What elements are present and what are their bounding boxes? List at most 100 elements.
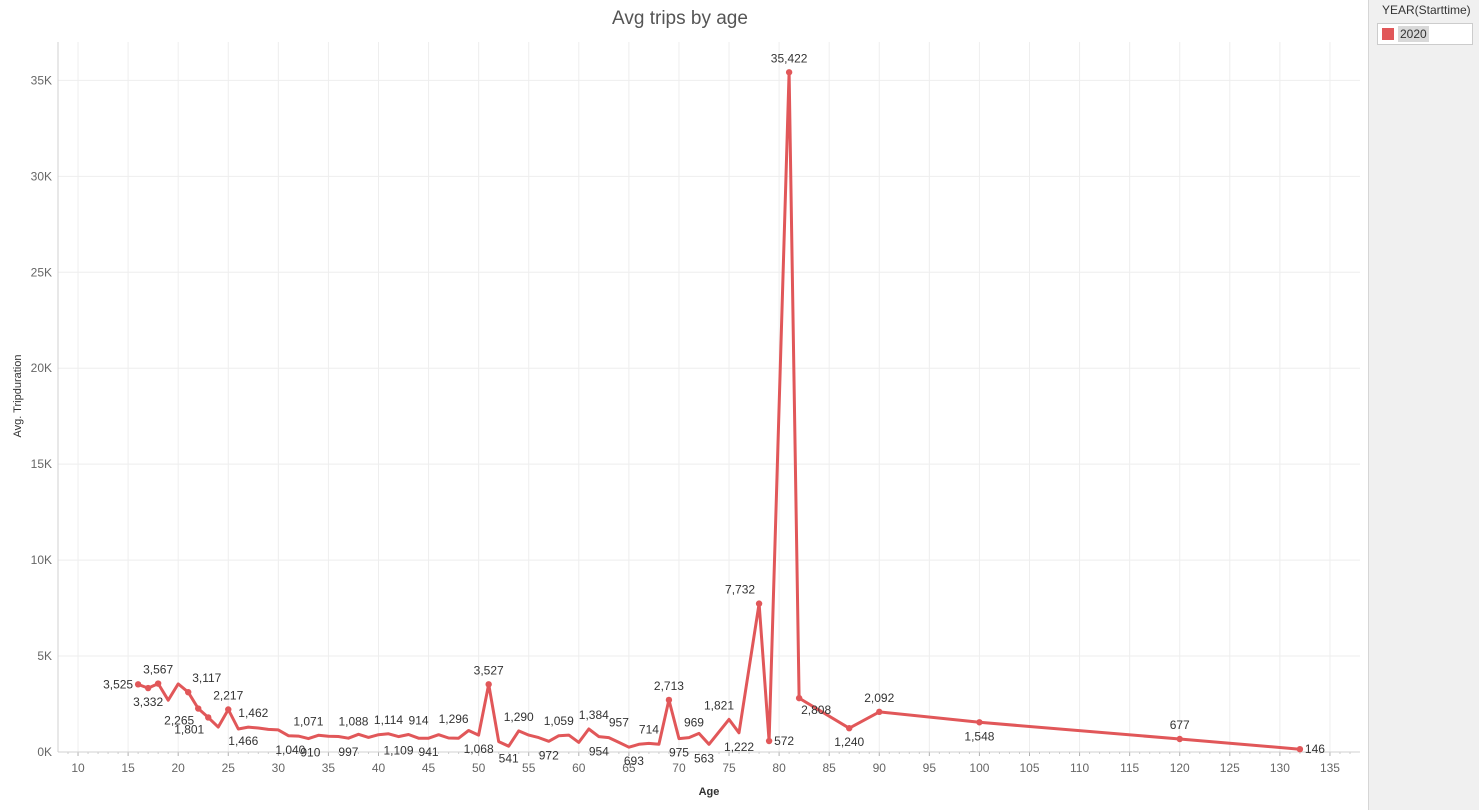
data-label: 541: [499, 751, 519, 765]
data-point: [1296, 745, 1304, 753]
x-tick-label: 10: [71, 761, 85, 775]
data-point: [1176, 735, 1183, 743]
data-label: 910: [300, 746, 320, 760]
data-point: [205, 714, 212, 721]
data-point: [755, 600, 763, 607]
data-label: 1,290: [504, 710, 534, 724]
x-tick-label: 130: [1270, 761, 1290, 775]
data-label: 957: [609, 716, 629, 730]
data-label: 1,068: [464, 742, 494, 756]
data-point: [154, 680, 162, 687]
x-tick-label: 45: [422, 761, 436, 775]
data-point: [876, 708, 883, 716]
x-tick-label: 80: [772, 761, 786, 775]
data-label: 2,265: [164, 714, 194, 728]
data-point: [144, 684, 152, 692]
data-label: 2,808: [801, 703, 831, 717]
data-label: 914: [409, 713, 429, 727]
data-point: [846, 725, 853, 732]
x-tick-label: 70: [672, 761, 686, 775]
y-tick-label: 0K: [37, 745, 52, 759]
x-tick-label: 20: [172, 761, 186, 775]
x-tick-label: 115: [1120, 761, 1139, 775]
data-label: 2,713: [654, 679, 684, 693]
data-label: 997: [338, 745, 358, 759]
x-tick-label: 95: [923, 761, 937, 775]
data-label: 1,821: [704, 698, 734, 712]
data-label: 563: [694, 751, 714, 765]
data-label: 572: [774, 734, 794, 748]
x-tick-label: 60: [572, 761, 586, 775]
data-label: 693: [624, 754, 644, 768]
x-tick-label: 50: [472, 761, 486, 775]
data-label: 1,801: [174, 722, 204, 736]
data-point: [195, 705, 202, 712]
data-point: [765, 737, 773, 745]
data-label: 2,092: [864, 691, 894, 705]
y-tick-label: 10K: [31, 553, 52, 567]
x-tick-label: 105: [1019, 761, 1039, 775]
x-tick-label: 35: [322, 761, 336, 775]
legend-swatch: [1382, 28, 1394, 40]
legend: YEAR(Starttime) 2020: [1368, 0, 1479, 810]
grid-lines: [58, 42, 1360, 753]
data-label: 969: [684, 716, 704, 730]
x-tick-label: 85: [823, 761, 837, 775]
data-label: 35,422: [771, 51, 808, 65]
data-label: 1,109: [384, 744, 414, 758]
y-tick-label: 35K: [31, 73, 52, 87]
data-label: 1,296: [439, 712, 469, 726]
data-label: 3,527: [474, 663, 504, 677]
x-tick-label: 75: [722, 761, 736, 775]
series-line-2020: [136, 70, 1302, 751]
x-tick-label: 40: [372, 761, 386, 775]
x-tick-label: 120: [1170, 761, 1190, 775]
data-point: [785, 69, 793, 76]
data-point: [665, 696, 673, 704]
data-label: 1,040: [275, 743, 305, 757]
data-label: 7,732: [725, 583, 755, 597]
data-point: [976, 719, 983, 726]
data-label: 954: [589, 745, 609, 759]
x-tick-label: 30: [272, 761, 286, 775]
data-label: 975: [669, 746, 689, 760]
y-tick-label: 15K: [31, 457, 52, 471]
data-label: 1,548: [964, 729, 994, 743]
x-tick-label: 90: [873, 761, 887, 775]
data-label: 146: [1305, 742, 1325, 756]
x-tick-label: 15: [121, 761, 135, 775]
data-label: 941: [419, 745, 439, 759]
data-label: 3,117: [192, 671, 221, 685]
data-point: [485, 681, 492, 688]
data-label: 1,466: [228, 734, 258, 748]
line-chart: 10 15 20 25 30 35 40 45 50 55 60 65 70 75 80 85 90 95 100 1…: [12, 42, 1360, 798]
y-tick-label: 5K: [37, 649, 52, 663]
data-label: 1,240: [834, 735, 864, 749]
data-point: [134, 681, 142, 688]
data-label: 3,567: [143, 663, 173, 677]
x-tick-label: 65: [622, 761, 636, 775]
data-point: [795, 694, 803, 702]
data-label: 2,217: [213, 688, 243, 702]
data-label: 3,525: [103, 677, 133, 691]
data-label: 1,114: [374, 713, 403, 727]
data-label: 3,332: [133, 695, 163, 709]
x-tick-label: 100: [969, 761, 989, 775]
data-label: 1,071: [293, 714, 323, 728]
y-tick-label: 25K: [31, 265, 52, 279]
data-label: 1,222: [724, 740, 754, 754]
x-tick-label: 135: [1320, 761, 1340, 775]
x-tick-label: 25: [222, 761, 236, 775]
data-label: 1,088: [338, 714, 368, 728]
data-label: 972: [539, 748, 559, 762]
data-label: 677: [1170, 718, 1190, 732]
x-axis-title: Age: [699, 786, 720, 798]
legend-item-label: 2020: [1398, 26, 1429, 42]
data-point: [185, 688, 192, 696]
data-label: 1,462: [238, 706, 268, 720]
chart-title: Avg trips by age: [612, 8, 748, 29]
x-tick-label: 55: [522, 761, 536, 775]
y-tick-label: 20K: [31, 361, 52, 375]
legend-item-2020[interactable]: 2020: [1377, 23, 1473, 45]
